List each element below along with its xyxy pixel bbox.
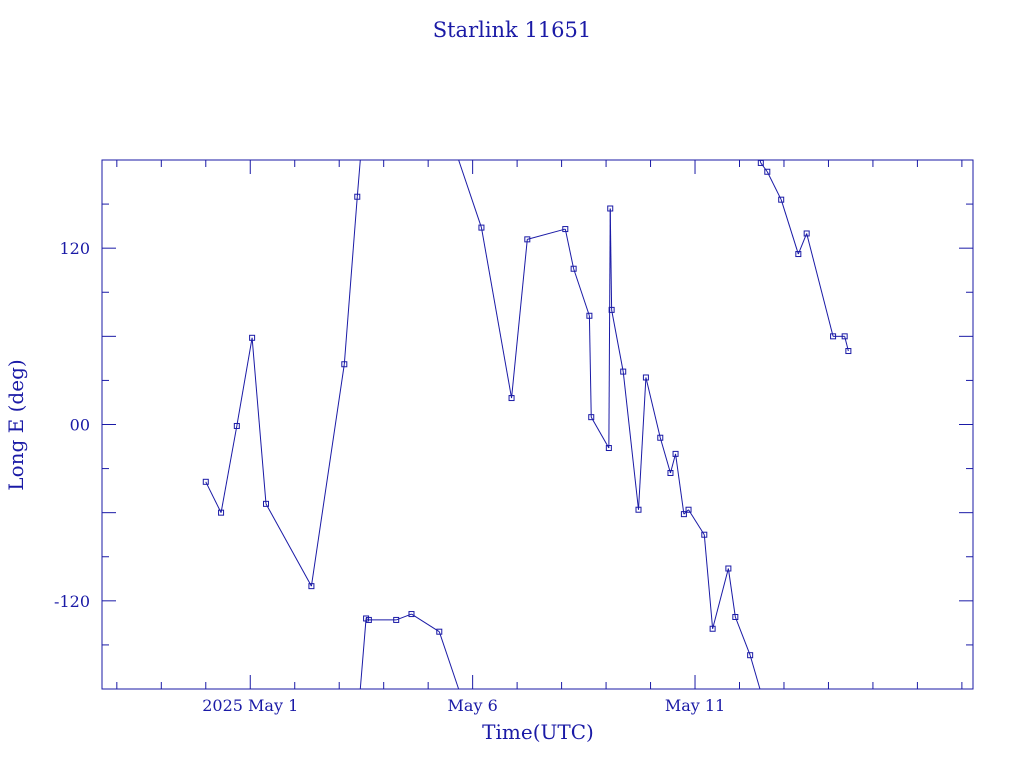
tick-labels-layer: -120 00 120 2025 May 1 May 6 May 11 xyxy=(54,239,725,715)
series-segment xyxy=(458,159,482,228)
series-segment xyxy=(806,233,834,337)
series-segment xyxy=(511,239,528,399)
data-point xyxy=(803,230,810,237)
series-segment xyxy=(265,503,312,587)
series-segment xyxy=(588,315,592,418)
series-segment xyxy=(675,453,685,515)
data-point xyxy=(341,361,348,368)
series-segment xyxy=(220,425,238,513)
x-axis-label: Time(UTC) xyxy=(482,720,594,744)
series-segment xyxy=(343,196,358,365)
data-point xyxy=(408,611,415,618)
y-tick-label: -120 xyxy=(54,592,90,611)
series-segment xyxy=(749,655,761,690)
data-point xyxy=(607,205,614,212)
series-segment xyxy=(564,228,575,269)
data-point xyxy=(233,422,240,429)
series-segment xyxy=(727,568,736,618)
series-segment xyxy=(411,613,440,633)
y-axis-label: Long E (deg) xyxy=(4,359,28,490)
series-segment xyxy=(659,437,671,474)
data-point xyxy=(562,226,569,233)
plot-frame xyxy=(101,159,974,690)
series-segment xyxy=(760,162,768,173)
series-segment xyxy=(734,616,751,656)
data-point xyxy=(570,265,577,272)
data-point xyxy=(795,251,802,258)
series-segment xyxy=(669,453,677,474)
series-segment xyxy=(480,227,513,399)
series-longitude xyxy=(202,159,852,690)
data-point xyxy=(709,625,716,632)
x-tick-label: May 11 xyxy=(665,696,725,715)
data-point xyxy=(436,628,443,635)
series-segment xyxy=(236,337,253,427)
data-point xyxy=(354,193,361,200)
data-point xyxy=(657,434,664,441)
data-point xyxy=(588,414,595,421)
data-point xyxy=(608,306,615,313)
series-segment xyxy=(356,159,361,197)
data-point xyxy=(263,500,270,507)
series-segment xyxy=(688,509,705,535)
series-segment xyxy=(251,337,267,504)
series-segment xyxy=(637,377,647,510)
series-segment xyxy=(359,618,367,690)
data-point xyxy=(701,531,708,538)
series-segment xyxy=(780,199,799,255)
series-segment xyxy=(766,171,782,200)
series-segment xyxy=(590,416,610,449)
chart-title: Starlink 11651 xyxy=(433,18,592,42)
data-point xyxy=(508,395,515,402)
data-point xyxy=(620,368,627,375)
data-point xyxy=(218,509,225,516)
data-point xyxy=(685,506,692,513)
data-point xyxy=(393,616,400,623)
series-segment xyxy=(205,481,222,513)
series-segment xyxy=(609,208,613,310)
data-point xyxy=(605,445,612,452)
data-point xyxy=(725,565,732,572)
data-point xyxy=(680,511,687,518)
series-segment xyxy=(608,208,611,449)
series-segment xyxy=(797,233,808,255)
data-point xyxy=(757,159,764,166)
data-point xyxy=(672,450,679,457)
data-point xyxy=(845,348,852,355)
data-point xyxy=(635,506,642,513)
series-segment xyxy=(438,631,460,690)
data-point xyxy=(202,478,209,485)
data-point xyxy=(747,652,754,659)
data-point xyxy=(642,374,649,381)
data-point xyxy=(778,196,785,203)
series-segment xyxy=(611,309,624,372)
data-point xyxy=(586,312,593,319)
data-point xyxy=(841,333,848,340)
data-point xyxy=(830,333,837,340)
y-tick-label: 120 xyxy=(59,239,90,258)
data-point xyxy=(478,224,485,231)
series-segment xyxy=(573,268,590,316)
data-point xyxy=(667,469,674,476)
y-tick-label: 00 xyxy=(70,416,90,435)
data-point xyxy=(365,616,372,623)
series-segment xyxy=(712,568,729,629)
data-point xyxy=(732,613,739,620)
series-segment xyxy=(527,228,566,240)
ticks-layer xyxy=(102,160,973,689)
series-segment xyxy=(645,377,661,438)
data-point xyxy=(764,168,771,175)
series-segment xyxy=(622,371,639,510)
data-point xyxy=(249,334,256,341)
series-segment xyxy=(310,364,345,587)
series-segment xyxy=(703,534,714,629)
data-point xyxy=(524,236,531,243)
data-point xyxy=(308,583,315,590)
x-tick-label: 2025 May 1 xyxy=(202,696,298,715)
x-tick-label: May 6 xyxy=(448,696,498,715)
